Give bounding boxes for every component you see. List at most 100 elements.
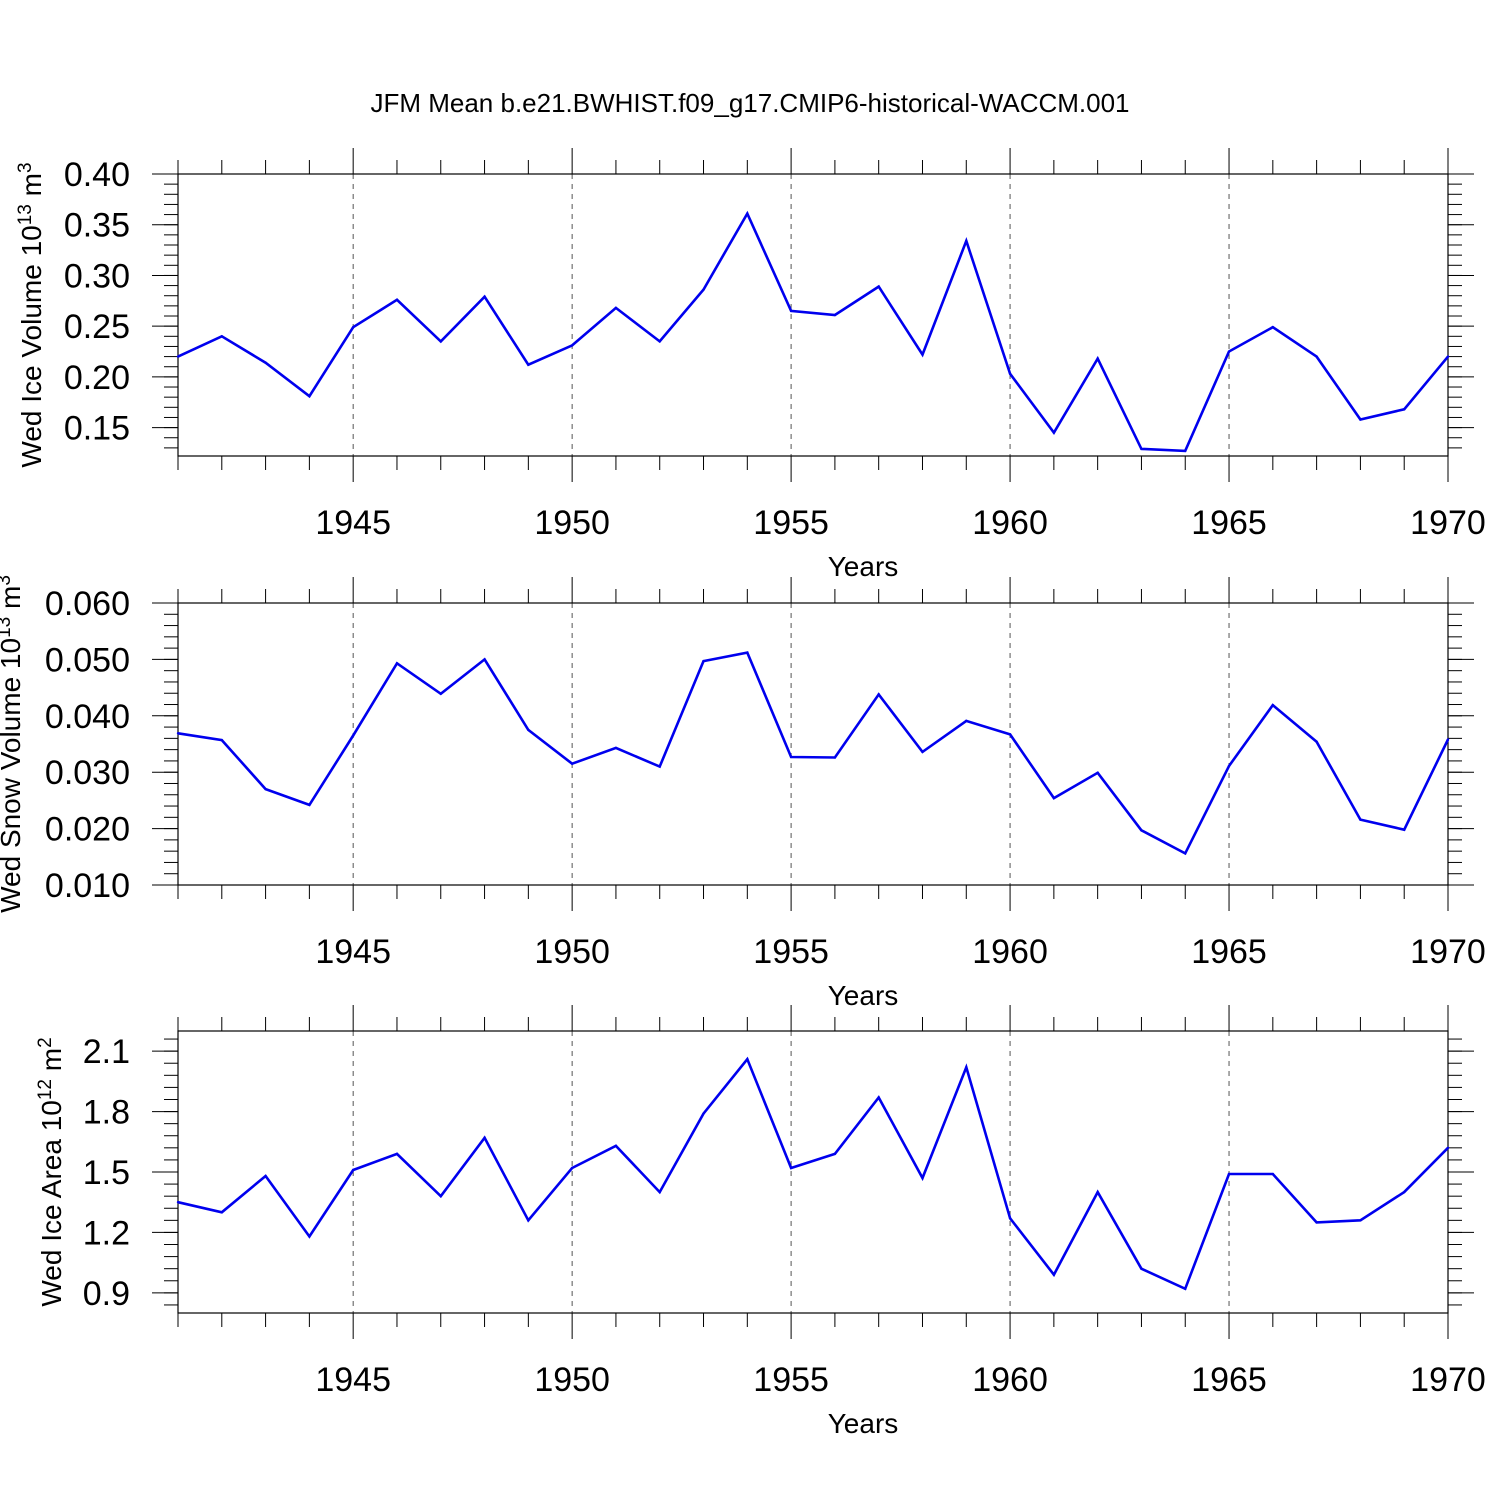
data-point xyxy=(527,1219,530,1222)
x-tick-label: 1965 xyxy=(1191,933,1267,971)
data-point xyxy=(614,306,618,310)
y-tick-label: 1.8 xyxy=(83,1094,130,1132)
x-tick-label: 1965 xyxy=(1191,1361,1267,1399)
data-point xyxy=(483,1136,486,1139)
y-axis-label: Wed Ice Volume 1013 m3 xyxy=(15,162,48,467)
data-point xyxy=(483,295,486,298)
data-point xyxy=(658,340,661,343)
x-tick-label: 1945 xyxy=(315,504,391,542)
data-point xyxy=(658,765,661,768)
y-tick-label: 0.060 xyxy=(45,585,130,623)
data-point xyxy=(483,658,486,661)
data-point xyxy=(570,762,574,765)
data-point xyxy=(1227,350,1231,353)
data-point xyxy=(658,1190,661,1194)
x-tick-label: 1945 xyxy=(315,1361,391,1399)
data-point xyxy=(1446,1146,1450,1150)
x-tick-label: 1970 xyxy=(1410,933,1486,971)
x-tick-label: 1970 xyxy=(1410,1361,1486,1399)
chart-title: JFM Mean b.e21.BWHIST.f09_g17.CMIP6-hist… xyxy=(370,88,1129,118)
data-point xyxy=(220,738,223,742)
data-point xyxy=(220,1211,223,1214)
data-point xyxy=(746,212,749,215)
x-tick-label: 1965 xyxy=(1191,504,1267,542)
data-point xyxy=(1184,852,1187,855)
data-point xyxy=(1096,771,1099,774)
data-point xyxy=(702,1112,705,1115)
data-point xyxy=(921,353,924,356)
x-tick-label: 1955 xyxy=(753,933,829,971)
y-tick-label: 0.030 xyxy=(45,754,130,792)
x-tick-label: 1950 xyxy=(534,933,610,971)
data-point xyxy=(1096,1190,1099,1194)
y-tick-label: 2.1 xyxy=(83,1033,130,1071)
y-tick-label: 0.010 xyxy=(45,867,130,905)
data-point xyxy=(746,1058,749,1061)
y-tick-label: 0.15 xyxy=(64,410,130,448)
x-tick-label: 1950 xyxy=(534,1361,610,1399)
plot-frame xyxy=(177,1030,1449,1314)
x-tick-label: 1955 xyxy=(753,504,829,542)
x-tick-label: 1960 xyxy=(972,933,1048,971)
y-axis-label: Wed Snow Volume 1013 m3 xyxy=(0,575,26,913)
data-point xyxy=(833,756,837,759)
x-axis-label: Years xyxy=(828,1408,899,1439)
data-point xyxy=(702,288,705,291)
data-point xyxy=(395,298,399,301)
data-point xyxy=(833,313,837,317)
data-point xyxy=(439,692,442,696)
series-line xyxy=(177,1056,1449,1291)
x-axis-label: Years xyxy=(828,551,899,582)
data-point xyxy=(264,787,267,791)
data-point xyxy=(220,335,223,338)
x-tick-label: 1960 xyxy=(972,504,1048,542)
x-tick-label: 1945 xyxy=(315,933,391,971)
data-point xyxy=(308,394,311,398)
data-point xyxy=(1008,372,1012,376)
data-point xyxy=(1140,829,1143,832)
data-point xyxy=(1315,1221,1318,1224)
y-tick-label: 0.30 xyxy=(64,257,130,295)
data-point xyxy=(570,344,574,347)
data-point xyxy=(965,1066,968,1069)
plot-frame xyxy=(177,173,1449,457)
data-point xyxy=(877,1096,880,1099)
plot-frame xyxy=(177,602,1449,886)
data-point xyxy=(965,719,968,723)
panel-1: 1945 1950 1955 1960 1965 1970 Years 0.15 0.20 0.2… xyxy=(15,148,1486,582)
x-axis-label: Years xyxy=(828,980,899,1011)
panel-3: 1945 1950 1955 1960 1965 1970 Years 0.9 1.2 1.5 1.… xyxy=(35,1005,1486,1439)
data-point xyxy=(439,1194,442,1198)
data-point xyxy=(1271,1172,1275,1176)
data-point xyxy=(395,662,399,665)
data-point xyxy=(702,659,705,663)
data-point xyxy=(789,755,793,759)
data-point xyxy=(1403,1190,1406,1194)
data-point xyxy=(308,1235,311,1238)
data-point xyxy=(1359,1219,1362,1222)
data-point xyxy=(789,309,793,313)
data-point xyxy=(1271,325,1275,329)
data-point xyxy=(965,239,968,243)
data-point xyxy=(264,1174,267,1178)
data-point xyxy=(176,355,180,358)
data-point xyxy=(527,363,530,366)
data-point xyxy=(833,1152,837,1156)
data-point xyxy=(1052,1273,1056,1276)
y-tick-label: 0.040 xyxy=(45,698,130,736)
data-point xyxy=(395,1152,399,1156)
data-point xyxy=(877,693,880,696)
data-point xyxy=(351,325,355,329)
data-point xyxy=(264,361,267,364)
y-axis-label: Wed Ice Area 1012 m2 xyxy=(35,1037,68,1306)
data-point xyxy=(1359,418,1362,421)
data-point xyxy=(1052,431,1056,434)
y-tick-label: 0.9 xyxy=(83,1275,130,1313)
y-tick-label: 0.020 xyxy=(45,811,130,849)
data-point xyxy=(1315,355,1318,358)
y-tick-label: 0.050 xyxy=(45,641,130,679)
y-tick-label: 0.25 xyxy=(64,308,130,346)
data-point xyxy=(1315,740,1318,743)
data-point xyxy=(921,750,924,754)
